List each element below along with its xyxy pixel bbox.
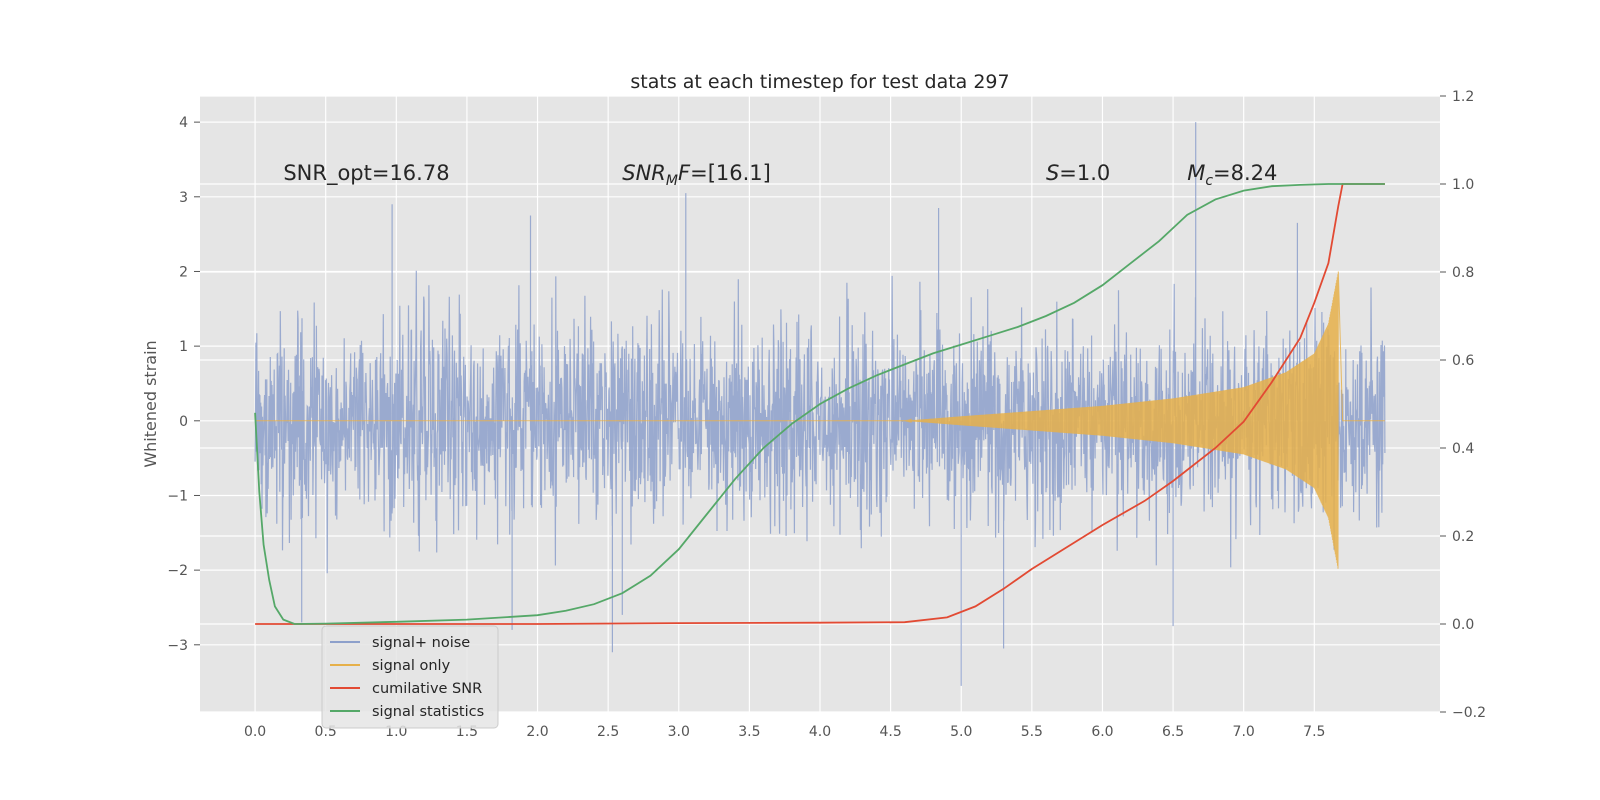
x-tick-label: 5.5 (1021, 724, 1043, 740)
x-tick-label: 3.0 (668, 724, 690, 740)
y2-tick-label: −0.2 (1452, 705, 1486, 721)
chirp-trace (255, 271, 1385, 569)
y-axis-label: Whitened strain (141, 340, 160, 467)
x-tick-label: 4.5 (879, 724, 901, 740)
annotation-snr-opt: SNR_opt=16.78 (283, 161, 449, 186)
y2-tick-label: 0.2 (1452, 529, 1474, 545)
legend: signal+ noise signal only cumilative SNR si… (321, 625, 499, 729)
annotations: SNR_opt=16.78 SNRMF=[16.1] S=1.0 Mc=8.24 (283, 161, 1277, 189)
x-tick-label: 5.0 (950, 724, 972, 740)
cumulative-snr-line (255, 183, 1385, 625)
legend-label: signal+ noise (372, 635, 470, 651)
y-tick-label: 0 (179, 414, 188, 430)
y-tick-label: −1 (167, 488, 188, 504)
signal-noise-series (254, 122, 1386, 686)
legend-label: cumilative SNR (372, 681, 482, 697)
y-tick-label: −2 (167, 563, 188, 579)
y-tick-label: 3 (179, 190, 188, 206)
y-tick-label: 4 (179, 115, 188, 131)
y2-tick-label: 1.0 (1452, 177, 1474, 193)
y-tick-label: −3 (167, 638, 188, 654)
x-tick-label: 7.0 (1233, 724, 1255, 740)
signal-only-series (255, 271, 1385, 569)
y-tick-label: 2 (179, 264, 188, 280)
x-tick-label: 0.0 (244, 724, 266, 740)
y2-tick-label: 1.2 (1452, 89, 1474, 105)
annotation-snr-mf: SNRMF=[16.1] (622, 161, 771, 189)
y2-tick-label: 0.6 (1452, 353, 1474, 369)
x-tick-label: 2.5 (597, 724, 619, 740)
noise-trace (254, 122, 1386, 686)
y2-tick-label: 0.4 (1452, 441, 1474, 457)
legend-label: signal statistics (372, 704, 484, 720)
legend-box (321, 625, 499, 729)
signal-statistics-line (254, 183, 1385, 625)
y2-tick-label: 0.0 (1452, 617, 1474, 633)
x-tick-label: 6.5 (1162, 724, 1184, 740)
annotation-stat-s: S=1.0 (1046, 161, 1110, 185)
y-tick-label: 1 (179, 339, 188, 355)
x-tick-label: 4.0 (809, 724, 831, 740)
x-tick-label: 7.5 (1303, 724, 1325, 740)
chart-title: stats at each timestep for test data 297 (630, 71, 1009, 93)
x-tick-label: 3.5 (738, 724, 760, 740)
x-tick-label: 2.0 (526, 724, 548, 740)
line-series (254, 183, 1385, 625)
annotation-chirp-mass: Mc=8.24 (1187, 161, 1277, 189)
x-tick-label: 6.0 (1091, 724, 1113, 740)
y2-tick-label: 0.8 (1452, 265, 1474, 281)
legend-label: signal only (372, 658, 451, 674)
